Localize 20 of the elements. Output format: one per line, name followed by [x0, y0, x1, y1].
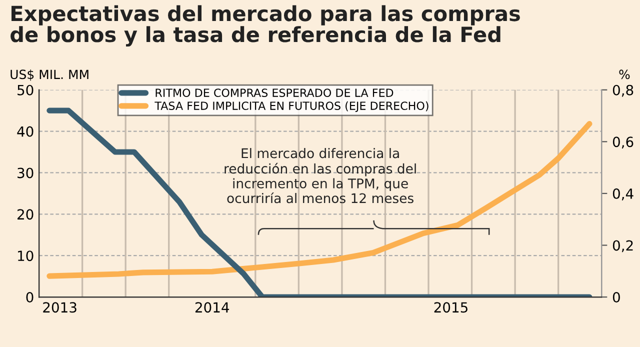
- y-tick-label: 20: [18, 209, 34, 220]
- y2-tick-label: 0,8: [612, 84, 634, 97]
- x-tick-label: 2015: [434, 302, 468, 313]
- x-tick-label: 2014: [195, 302, 230, 313]
- y-tick-label: 50: [18, 84, 34, 96]
- y-tick-label: 40: [17, 126, 34, 137]
- chart-title: Expectativas del mercado para las compras de bonos y la tasa de referencia de la Fed: [10, 5, 520, 46]
- annotation: El mercado diferencia la reducción en las compras del incremento en la TPM, que ocurriría al menos 12 meses: [224, 148, 416, 204]
- y2-tick-label: 0: [612, 292, 620, 303]
- legend-label: TASA FED IMPLICITA EN FUTUROS (EJE DERECHO): [154, 101, 428, 112]
- y2-tick-label: 0,6: [612, 136, 634, 149]
- y2-tick-label: 0,2: [612, 240, 633, 252]
- y2-axis-title: %: [619, 70, 630, 80]
- y-tick-label: 30: [18, 168, 34, 178]
- legend-label: RITMO DE COMPRAS ESPERADO DE LA FED: [156, 88, 394, 98]
- y2-tick-label: 0,4: [612, 188, 634, 200]
- y-tick-label: 10: [18, 250, 34, 262]
- y-axis-title: US$ MIL. MM: [10, 69, 88, 81]
- y-tick-label: 0: [26, 292, 34, 303]
- x-tick-label: 2013: [43, 302, 76, 313]
